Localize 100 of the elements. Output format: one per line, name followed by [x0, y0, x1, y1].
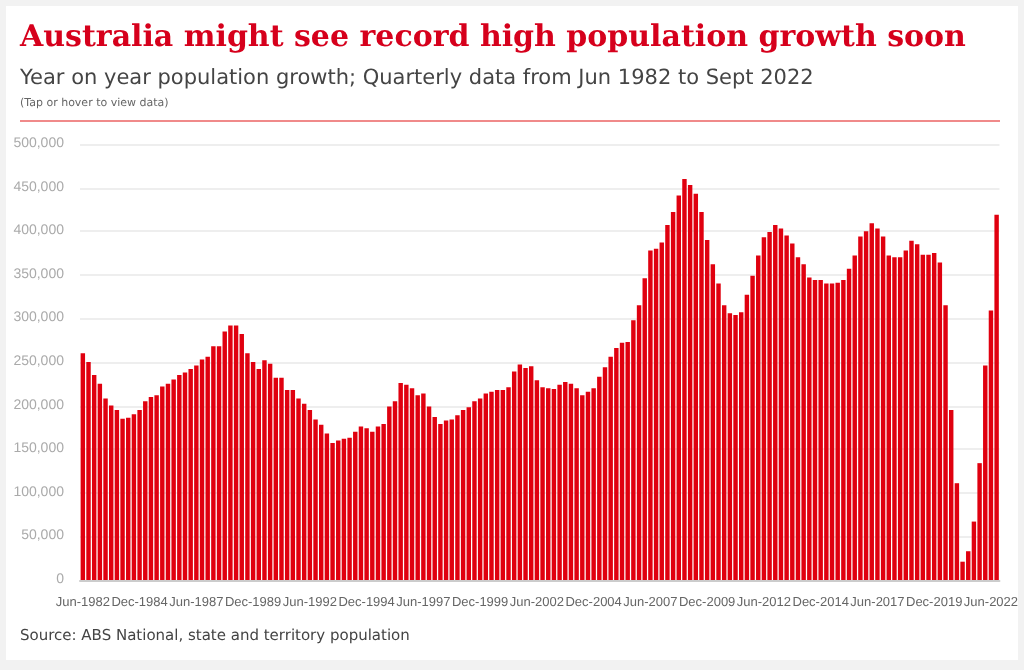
bar	[546, 388, 551, 580]
bar	[693, 193, 699, 580]
bar	[500, 389, 506, 580]
bar	[880, 236, 886, 580]
bar	[97, 383, 103, 580]
bar	[137, 409, 142, 580]
bar	[415, 395, 420, 580]
bar	[829, 283, 835, 580]
bar	[301, 403, 307, 580]
bar	[733, 314, 738, 580]
chart-title: Australia might see record high population growth soon	[20, 18, 966, 54]
bar	[824, 283, 829, 580]
bar	[165, 383, 171, 580]
bar	[171, 379, 176, 580]
bar	[477, 398, 483, 580]
bar	[858, 236, 863, 580]
bar	[438, 423, 443, 580]
bar	[409, 388, 415, 580]
bar	[892, 257, 897, 580]
bar	[290, 389, 296, 580]
bar	[909, 240, 914, 580]
bar	[256, 368, 261, 580]
bar	[398, 382, 403, 580]
bar	[574, 388, 579, 580]
bar	[182, 372, 188, 580]
bar	[455, 415, 460, 580]
bar	[262, 360, 267, 580]
bar	[818, 280, 823, 580]
bar	[319, 424, 324, 580]
bar	[404, 384, 409, 580]
bar	[126, 417, 131, 580]
bar	[585, 391, 591, 580]
bar	[727, 313, 733, 580]
bar	[914, 244, 920, 580]
bar	[233, 325, 239, 580]
bar	[120, 418, 125, 580]
bar	[653, 248, 659, 580]
bar	[177, 375, 182, 580]
bar	[296, 398, 301, 580]
bar	[341, 438, 347, 580]
bar	[812, 280, 818, 580]
bar	[931, 253, 937, 580]
chart-subtitle: Year on year population growth; Quarterly data from Jun 1982 to Sept 2022	[20, 66, 814, 90]
bar	[994, 214, 999, 580]
bar	[687, 184, 693, 580]
bar	[682, 178, 687, 580]
bar	[494, 389, 500, 580]
bar	[131, 414, 137, 580]
bar	[551, 389, 557, 580]
bar	[778, 228, 784, 580]
bar	[466, 407, 471, 580]
bar	[194, 365, 199, 580]
bar	[364, 428, 369, 580]
bar	[619, 342, 625, 580]
bar	[109, 405, 114, 580]
bar	[188, 368, 193, 580]
bar	[472, 401, 477, 580]
bar	[489, 391, 494, 580]
bar	[279, 377, 284, 580]
bar	[460, 409, 466, 580]
bar	[114, 409, 120, 580]
bar	[148, 396, 154, 580]
bar	[608, 356, 613, 580]
bar	[863, 231, 869, 580]
bar	[580, 395, 585, 580]
bar	[267, 363, 273, 580]
bar	[307, 409, 313, 580]
bar	[761, 237, 767, 580]
bar	[375, 426, 381, 580]
bar	[211, 346, 216, 580]
bar	[614, 348, 619, 580]
bar	[784, 235, 789, 580]
bar	[199, 359, 205, 580]
bar	[568, 383, 574, 580]
bar	[228, 325, 233, 580]
bar	[353, 431, 358, 580]
bar	[835, 282, 840, 580]
bar	[347, 437, 352, 580]
bar	[80, 353, 86, 580]
bar	[387, 406, 392, 580]
bar	[563, 382, 568, 580]
bar	[511, 371, 517, 580]
bar	[483, 393, 489, 580]
bar	[517, 364, 523, 580]
bar	[897, 257, 903, 580]
bar	[540, 387, 545, 580]
bar	[449, 419, 454, 580]
bar	[773, 225, 778, 580]
bar	[160, 386, 165, 580]
bar	[222, 331, 227, 580]
bar	[529, 366, 534, 580]
bar	[767, 232, 772, 580]
bar	[523, 368, 528, 580]
bar	[324, 433, 330, 580]
bar	[143, 401, 148, 580]
bar	[801, 264, 806, 580]
bar	[869, 223, 874, 580]
bar	[557, 384, 562, 580]
bar	[790, 243, 795, 580]
bar	[370, 431, 375, 580]
